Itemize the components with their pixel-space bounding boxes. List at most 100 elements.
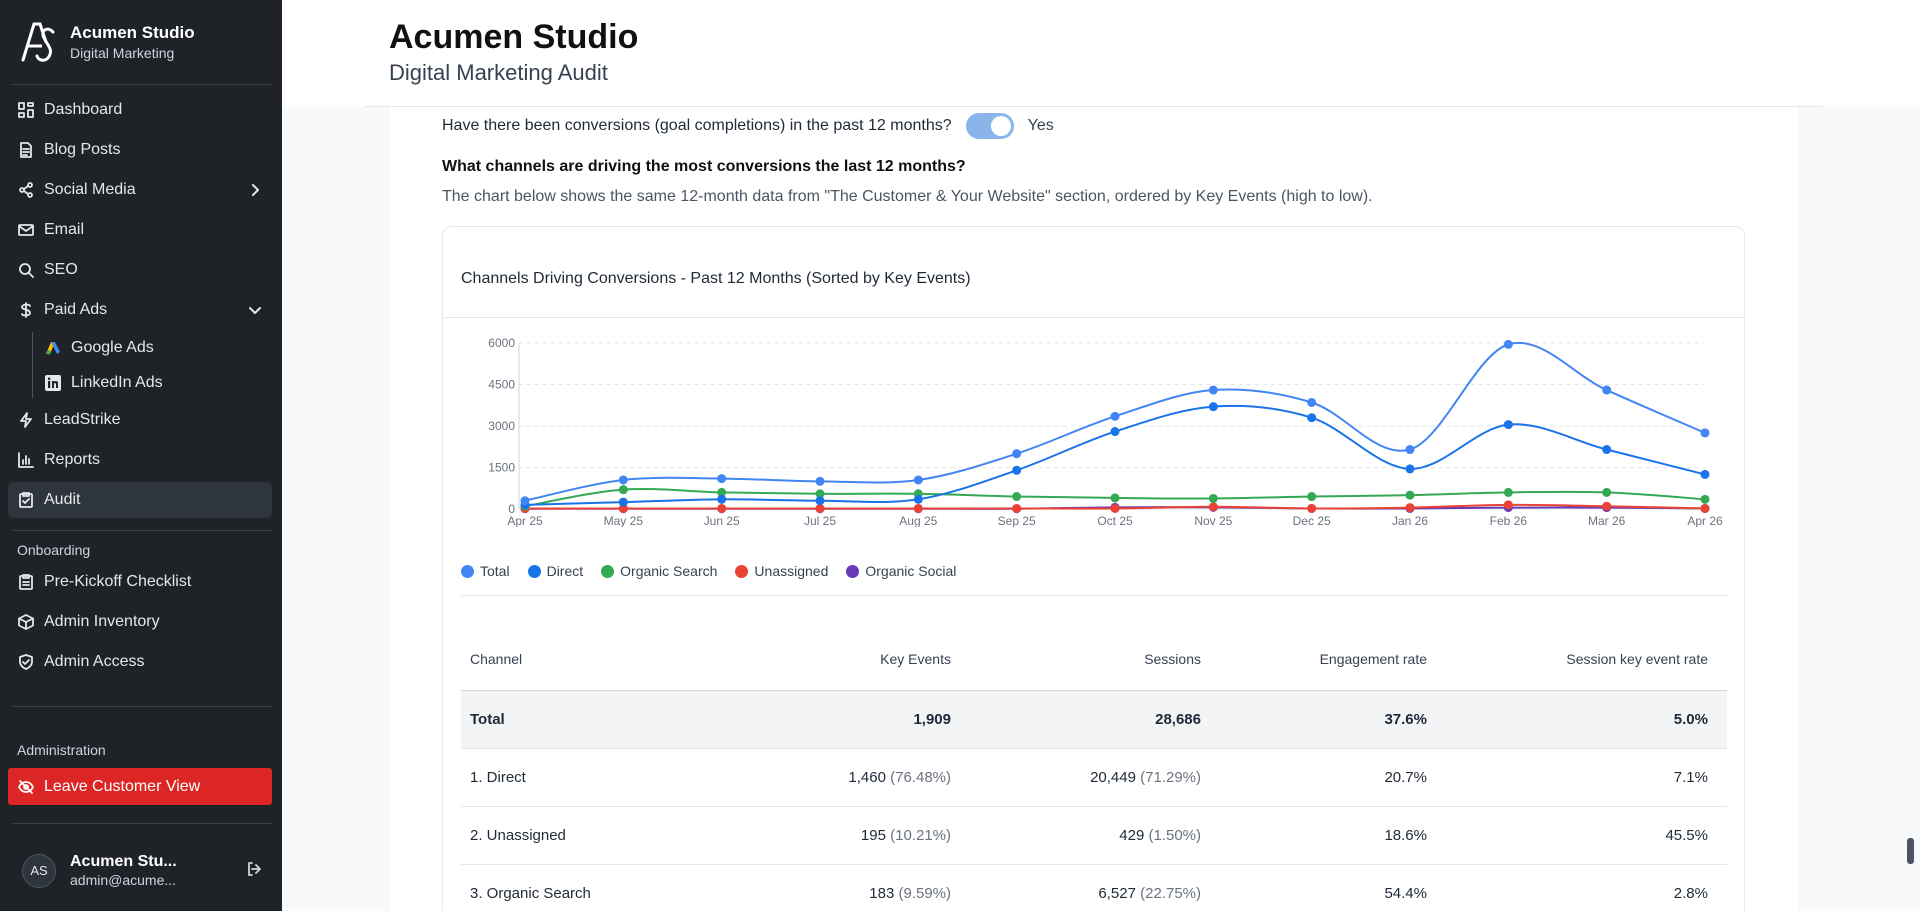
sidebar-item-paid-ads[interactable]: Paid Ads xyxy=(8,292,272,328)
x-tick-label: Apr 25 xyxy=(507,514,543,527)
sidebar-item-label: Dashboard xyxy=(44,101,123,118)
y-tick-label: 0 xyxy=(508,502,515,516)
header-session-key-event-rate[interactable]: Session key event rate xyxy=(1566,650,1708,667)
brand[interactable]: Acumen Studio Digital Marketing xyxy=(20,20,195,64)
data-point xyxy=(1208,493,1218,503)
sidebar-item-audit[interactable]: Audit xyxy=(8,482,272,518)
onboarding-nav: Pre-Kickoff Checklist Admin Inventory Ad… xyxy=(8,564,272,684)
cell-engagement: 20.7% xyxy=(1384,769,1427,786)
data-point xyxy=(1503,500,1513,510)
toggle-label: Yes xyxy=(1027,117,1054,134)
legend-label: Organic Social xyxy=(865,563,957,579)
legend-label: Unassigned xyxy=(754,563,829,579)
chart-legend: Total Direct Organic Search Unassigned O… xyxy=(461,563,974,579)
x-tick-label: Jan 26 xyxy=(1392,514,1428,527)
header-sessions[interactable]: Sessions xyxy=(1144,650,1201,667)
x-tick-label: Dec 25 xyxy=(1293,514,1331,527)
data-point xyxy=(1602,501,1612,511)
sidebar-item-admin-access[interactable]: Admin Access xyxy=(8,644,272,680)
google-ads-icon xyxy=(45,340,61,356)
linkedin-icon xyxy=(45,374,61,391)
sidebar-item-label: Email xyxy=(44,221,85,238)
data-point xyxy=(815,496,825,506)
y-tick-label: 4500 xyxy=(488,378,515,392)
cell-channel: 2. Unassigned xyxy=(470,827,566,844)
data-point xyxy=(618,497,628,507)
data-point xyxy=(1208,502,1218,512)
conversions-toggle[interactable] xyxy=(965,113,1014,139)
data-point xyxy=(815,476,825,486)
dashboard-icon xyxy=(18,102,34,118)
cell-key-events: 195 (10.21%) xyxy=(721,827,951,844)
sidebar-divider xyxy=(12,706,272,707)
sidebar-item-label: Admin Inventory xyxy=(44,613,160,630)
x-tick-label: May 25 xyxy=(604,514,644,527)
page-header xyxy=(282,0,1920,107)
user-email: admin@acume... xyxy=(70,872,177,888)
leave-customer-view-button[interactable]: Leave Customer View xyxy=(8,768,272,805)
data-point xyxy=(717,494,727,504)
sidebar-item-reports[interactable]: Reports xyxy=(8,442,272,478)
cell-engagement: 54.4% xyxy=(1384,885,1427,902)
data-point xyxy=(1208,402,1218,412)
data-point xyxy=(1700,428,1710,438)
table-row-total: Total 1,909 28,686 37.6% 5.0% xyxy=(461,691,1727,749)
sidebar-item-label: Admin Access xyxy=(44,653,145,670)
table-header-row: Channel Key Events Sessions Engagement r… xyxy=(461,627,1727,691)
legend-item-direct[interactable]: Direct xyxy=(527,563,583,579)
header-key-events[interactable]: Key Events xyxy=(880,650,951,667)
sidebar-item-pre-kickoff-checklist[interactable]: Pre-Kickoff Checklist xyxy=(8,564,272,600)
paid-ads-subnav: Google Ads LinkedIn Ads xyxy=(32,332,272,398)
channels-description: The chart below shows the same 12-month … xyxy=(442,188,1373,205)
sidebar-item-social-media[interactable]: Social Media xyxy=(8,172,272,208)
brand-logo-icon xyxy=(21,22,55,62)
clipboard-check-icon xyxy=(18,492,34,508)
data-point xyxy=(1405,490,1415,500)
sidebar-item-blog-posts[interactable]: Blog Posts xyxy=(8,132,272,168)
x-tick-label: Jul 25 xyxy=(804,514,836,527)
shield-check-icon xyxy=(18,654,34,670)
key-events-pct: (10.21%) xyxy=(890,827,951,844)
channels-table: Channel Key Events Sessions Engagement r… xyxy=(461,627,1727,911)
y-tick-label: 3000 xyxy=(488,419,515,433)
legend-item-organic-search[interactable]: Organic Search xyxy=(601,563,717,579)
data-point xyxy=(1602,487,1612,497)
sidebar-item-google-ads[interactable]: Google Ads xyxy=(45,332,272,363)
series-line-total xyxy=(524,341,1706,502)
package-icon xyxy=(18,614,34,630)
administration-section-label: Administration xyxy=(17,742,106,758)
data-point xyxy=(1503,420,1513,430)
sidebar-item-dashboard[interactable]: Dashboard xyxy=(8,92,272,128)
cell-channel: 3. Organic Search xyxy=(470,885,591,902)
legend-item-organic-social[interactable]: Organic Social xyxy=(846,563,956,579)
legend-label: Total xyxy=(480,563,510,579)
data-point xyxy=(618,503,628,513)
sidebar-item-admin-inventory[interactable]: Admin Inventory xyxy=(8,604,272,640)
data-point xyxy=(1405,445,1415,455)
header-channel[interactable]: Channel xyxy=(470,650,523,667)
legend-item-total[interactable]: Total xyxy=(461,563,510,579)
logout-icon[interactable] xyxy=(246,861,262,882)
sidebar-item-leadstrike[interactable]: LeadStrike xyxy=(8,402,272,438)
clipboard-list-icon xyxy=(18,574,34,590)
x-tick-label: Aug 25 xyxy=(899,514,937,527)
cell-channel: 1. Direct xyxy=(470,769,526,786)
page-scrollbar-thumb[interactable] xyxy=(1907,838,1914,864)
legend-divider xyxy=(461,595,1727,596)
header-engagement-rate[interactable]: Engagement rate xyxy=(1319,650,1427,667)
legend-item-unassigned[interactable]: Unassigned xyxy=(735,563,828,579)
data-point xyxy=(1405,503,1415,513)
user-profile[interactable]: AS Acumen Stu... admin@acume... xyxy=(22,852,262,889)
data-point xyxy=(618,475,628,485)
sidebar: Acumen Studio Digital Marketing Dashboar… xyxy=(0,0,282,911)
data-point xyxy=(717,487,727,497)
sidebar-item-linkedin-ads[interactable]: LinkedIn Ads xyxy=(45,367,272,398)
sidebar-item-email[interactable]: Email xyxy=(8,212,272,248)
sidebar-item-seo[interactable]: SEO xyxy=(8,252,272,288)
data-point xyxy=(1012,465,1022,475)
onboarding-section-label: Onboarding xyxy=(17,542,91,558)
data-point xyxy=(1700,494,1710,504)
cell-rate: 45.5% xyxy=(1665,827,1708,844)
data-point xyxy=(913,494,923,504)
eye-off-icon xyxy=(18,779,34,795)
